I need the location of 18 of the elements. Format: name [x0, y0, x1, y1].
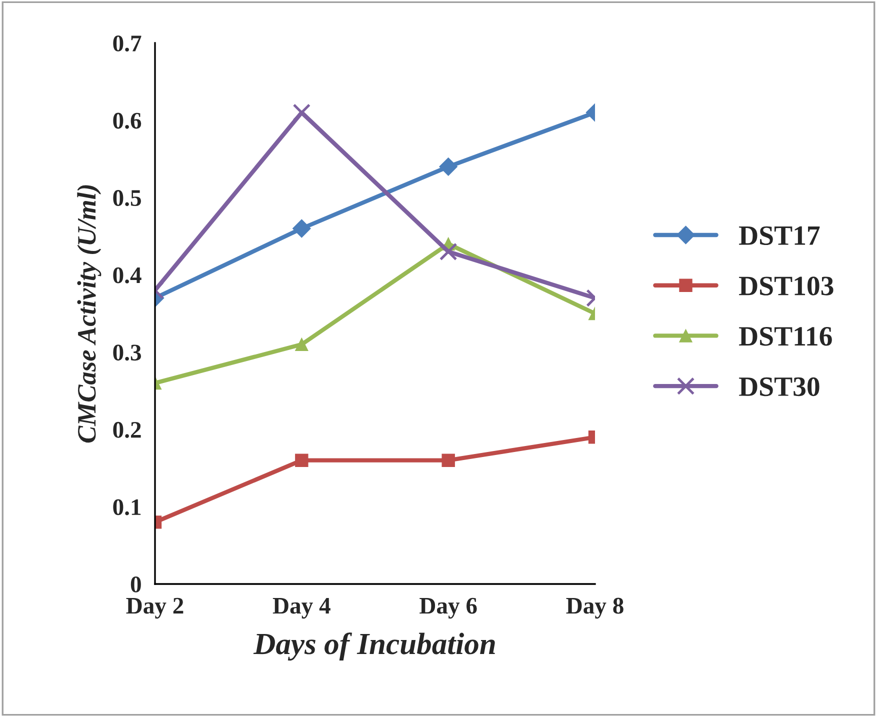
x-tick-label: Day 2	[126, 598, 184, 619]
y-tick-label: 0	[130, 576, 141, 592]
x-axis-title: Days of Incubation	[253, 632, 495, 661]
x-tick-label: Day 4	[272, 598, 330, 619]
x-tick-label: Day 6	[420, 598, 477, 619]
legend-label: DST116	[739, 327, 832, 346]
y-axis-title: CMCase Activity (U/ml)	[77, 185, 102, 443]
y-tick-label: 0.2	[113, 422, 141, 438]
y-tick-label: 0.5	[113, 190, 141, 206]
y-tick-label: 0.4	[113, 267, 142, 284]
y-tick-label: 0.7	[113, 35, 142, 52]
legend-label: DST17	[739, 226, 820, 245]
y-tick-label: 0.6	[113, 112, 142, 129]
legend-label: DST103	[739, 276, 834, 296]
y-tick-label: 0.3	[113, 344, 141, 361]
legend-label: DST30	[739, 377, 820, 396]
x-tick-label: Day 8	[566, 598, 624, 619]
y-tick-label: 0.1	[113, 499, 141, 516]
